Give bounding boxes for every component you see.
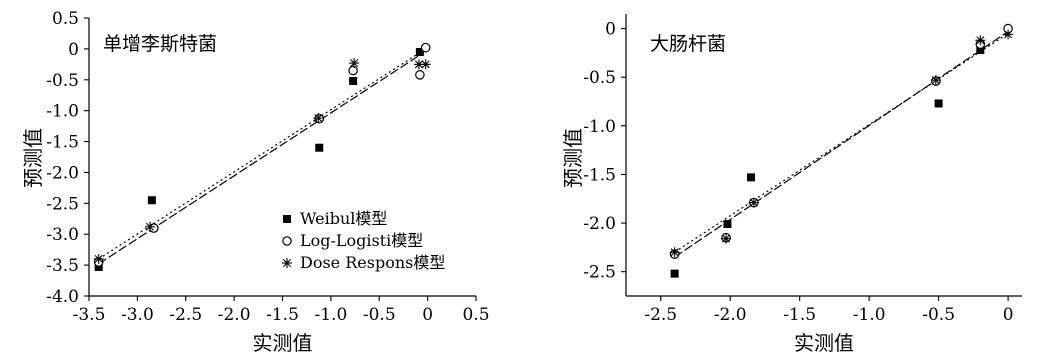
point-asterisk: [349, 58, 360, 69]
point-square: [747, 173, 756, 182]
point-circle: [415, 70, 425, 80]
x-tick-label: -3.5: [73, 305, 106, 325]
point-asterisk: [721, 233, 732, 244]
x-tick-label: -0.5: [922, 305, 955, 325]
y-axis-label: 预测值: [561, 128, 585, 188]
y-tick-label: -2.5: [46, 194, 79, 214]
point-square: [723, 220, 732, 229]
legend-marker-circle: [282, 236, 292, 246]
point-asterisk: [975, 35, 986, 46]
x-tick-label: 0: [422, 305, 433, 325]
point-asterisk: [1003, 29, 1014, 40]
y-tick-label: -2.0: [583, 214, 616, 234]
point-asterisk: [93, 253, 104, 264]
y-tick-label: 0: [68, 40, 79, 60]
x-tick-label: 0.5: [462, 305, 489, 325]
point-asterisk: [313, 113, 324, 124]
fit-line: [674, 32, 1009, 253]
point-square: [976, 45, 985, 54]
legend-label: Weibul模型: [300, 209, 387, 228]
y-tick-label: -4.0: [46, 287, 79, 307]
y-tick-label: 0.5: [52, 9, 79, 29]
point-square: [315, 143, 324, 152]
y-tick-label: -2.5: [583, 263, 616, 283]
y-tick-label: -0.5: [46, 71, 79, 91]
x-tick-label: 0: [1003, 305, 1014, 325]
chart-title: 单增李斯特菌: [103, 33, 217, 55]
y-tick-label: -0.5: [583, 68, 616, 88]
point-square: [934, 99, 943, 108]
point-square: [670, 269, 679, 278]
fit-line: [674, 31, 1009, 258]
point-square: [349, 77, 358, 86]
x-tick-label: -2.5: [169, 305, 202, 325]
y-tick-label: -1.0: [46, 102, 79, 122]
chart-ecoli: -2.5 -2.0 -1.5 -1.0 -0.5 0 0 -0.5 -1.0 -1.5 -2.0 -2…: [561, 14, 1022, 355]
x-tick-label: -2.5: [644, 305, 677, 325]
point-asterisk: [669, 247, 680, 258]
x-tick-label: -1.0: [314, 305, 347, 325]
point-asterisk: [144, 221, 155, 232]
point-square: [94, 262, 103, 271]
point-square: [415, 47, 424, 56]
y-tick-label: -1.5: [46, 133, 79, 153]
x-tick-label: -2.0: [714, 305, 747, 325]
y-tick-label: -3.5: [46, 256, 79, 276]
x-axis-label: 实测值: [253, 331, 313, 355]
y-tick-label: 0: [605, 20, 616, 40]
chart-listeria: -3.5 -3.0 -2.5 -2.0 -1.5 -1.0 -0.5 0 0.5 0.5 0 -0.5…: [21, 9, 490, 355]
x-tick-label: -2.0: [218, 305, 251, 325]
point-circle: [420, 42, 431, 53]
fit-line: [98, 53, 419, 260]
x-tick-label: -0.5: [363, 305, 396, 325]
point-asterisk: [420, 59, 431, 70]
y-tick-label: -1.5: [583, 165, 616, 185]
x-tick-label: -1.5: [266, 305, 299, 325]
x-tick-label: -3.0: [121, 305, 154, 325]
x-axis-label: 实测值: [794, 331, 854, 355]
legend-label: Dose Respons模型: [300, 253, 445, 272]
point-asterisk: [748, 197, 759, 208]
y-tick-label: -2.0: [46, 163, 79, 183]
legend: Weibul模型 Log-Logisti模型 Dose Respons模型: [282, 209, 445, 272]
legend-label: Log-Logisti模型: [300, 231, 423, 250]
legend-marker-asterisk: [282, 258, 292, 268]
point-circle: [348, 65, 358, 76]
y-tick-label: -3.0: [46, 225, 79, 245]
x-tick-label: -1.0: [853, 305, 886, 325]
point-asterisk: [930, 75, 941, 86]
point-square: [147, 196, 156, 205]
y-axis-label: 预测值: [21, 128, 45, 188]
x-tick-label: -1.5: [783, 305, 816, 325]
legend-marker-square: [283, 215, 291, 223]
y-tick-label: -1.0: [583, 117, 616, 137]
chart-title: 大肠杆菌: [650, 33, 726, 55]
